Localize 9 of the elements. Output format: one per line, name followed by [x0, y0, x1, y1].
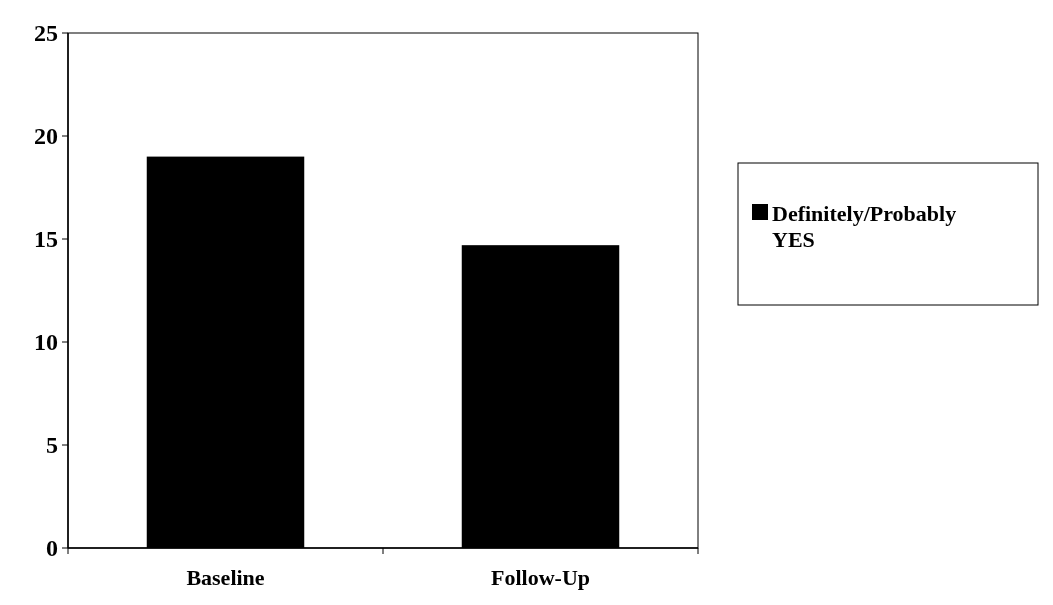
- y-tick-label: 20: [34, 123, 58, 150]
- y-tick-label: 5: [46, 432, 58, 459]
- y-tick-label: 0: [46, 535, 58, 562]
- x-tick-label: Baseline: [186, 565, 265, 591]
- y-tick-label: 10: [34, 329, 58, 356]
- y-tick-label: 25: [34, 20, 58, 47]
- x-tick-label: Follow-Up: [491, 565, 590, 591]
- y-tick-label: 15: [34, 226, 58, 253]
- legend-label: Definitely/Probably YES: [772, 200, 957, 253]
